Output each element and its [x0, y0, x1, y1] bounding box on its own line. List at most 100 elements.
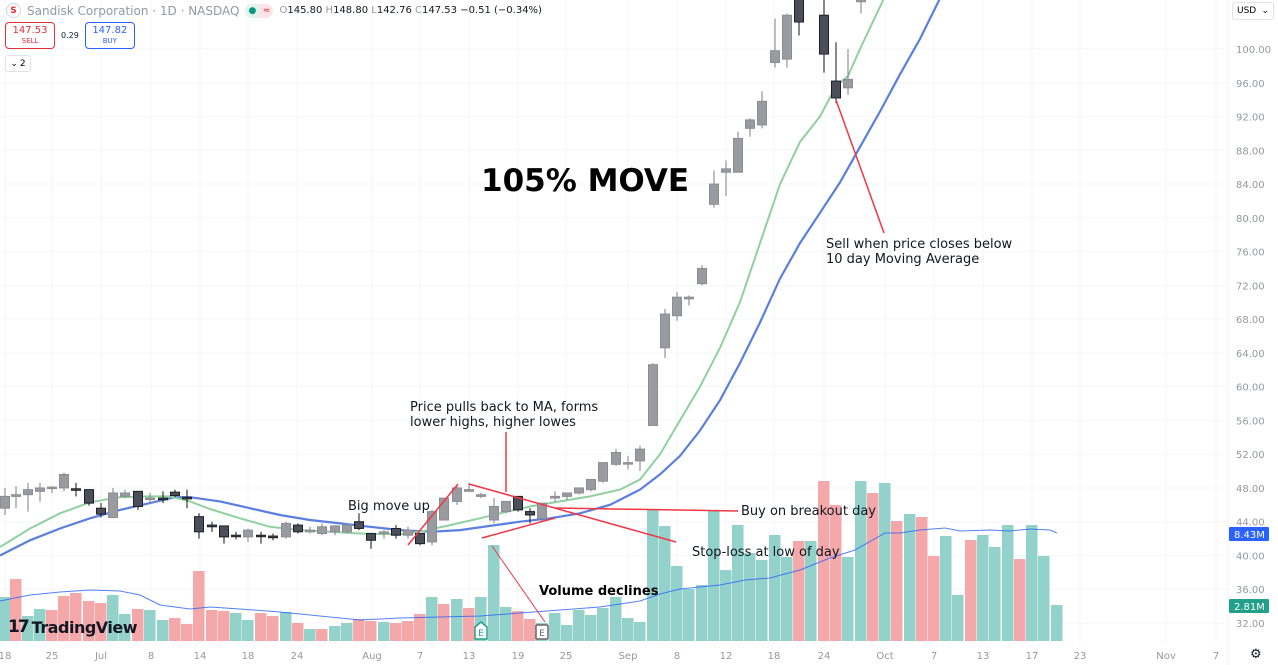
annotation-text[interactable]: Stop-loss at low of day: [692, 545, 840, 560]
annotation-text[interactable]: Volume declines: [539, 584, 659, 599]
market-open-icon: ●: [245, 3, 260, 18]
candle: [489, 498, 499, 524]
annotation-line[interactable]: [481, 517, 556, 539]
annotation-line[interactable]: [491, 545, 546, 623]
candle: [391, 525, 401, 539]
annotation-text[interactable]: Sell when price closes below: [826, 237, 1013, 252]
candle: [550, 491, 560, 502]
high-value: 148.80: [333, 5, 369, 16]
time-axis[interactable]: 18 25 Jul 8 14 18 24 Aug 7 13 19 25 Sep 8 12 18 24 Oct 7 13…: [0, 651, 1219, 662]
volume-bar: [805, 541, 817, 641]
volume-bar: [46, 610, 58, 641]
candle: [721, 160, 731, 196]
ohlc-values: O145.80 H148.80 L142.76 C147.53 −0.51 (−…: [279, 5, 542, 16]
annotation-text[interactable]: 105% MOVE: [481, 163, 689, 199]
volume-bar: [879, 483, 891, 641]
annotation-line[interactable]: [835, 99, 885, 234]
buy-button[interactable]: 147.82 BUY: [84, 22, 135, 49]
volume-bar: [95, 603, 107, 641]
currency-value: USD: [1237, 6, 1257, 16]
volume-bar: [107, 595, 119, 641]
open-value: 145.80: [287, 5, 323, 16]
volume-bar: [119, 614, 131, 641]
spread-value: 0.29: [61, 31, 79, 40]
candle: [145, 493, 155, 504]
candle: [96, 503, 106, 518]
volume-bar: [1051, 605, 1063, 641]
annotation-line[interactable]: [407, 483, 459, 546]
candle: [59, 472, 69, 492]
candle: [501, 500, 511, 514]
currency-select[interactable]: USD ⌄: [1232, 2, 1274, 20]
candle: [709, 170, 719, 208]
volume-bar: [781, 557, 793, 641]
price-tick-label: 100.00: [1236, 45, 1271, 56]
annotation-text[interactable]: Big move up: [348, 499, 430, 514]
volume-bar: [218, 611, 230, 641]
annotation-texts: 105% MOVE Price pulls back to MA, formslo…: [348, 163, 1013, 599]
tradingview-logo[interactable]: 17 TradingView: [8, 617, 138, 637]
buy-price: 147.82: [92, 24, 128, 36]
price-tick-label: 96.00: [1236, 79, 1265, 90]
chevron-down-icon: ⌄: [10, 58, 18, 69]
moving-average-lines: [0, 0, 941, 557]
market-status-pill[interactable]: ● ≈: [245, 3, 274, 18]
candle: [182, 489, 192, 509]
candle: [831, 42, 841, 104]
volume-bar: [193, 571, 205, 641]
candle: [745, 118, 755, 137]
candle: [293, 523, 303, 534]
annotation-line[interactable]: [554, 507, 739, 512]
symbol-title[interactable]: Sandisk Corporation · 1D · NASDAQ: [27, 3, 240, 18]
price-tick-label: 40.00: [1236, 551, 1265, 562]
time-tick-label: 7: [1213, 651, 1219, 662]
volume-bar: [696, 585, 708, 641]
candle: [133, 490, 143, 510]
volume-bar: [622, 618, 634, 641]
candle: [537, 502, 547, 522]
volume-bar: [390, 623, 402, 641]
earnings-marker-icon[interactable]: E: [474, 621, 488, 640]
candle: [856, 0, 866, 14]
time-tick-label: 24: [291, 651, 304, 662]
earnings-marker-icon[interactable]: E: [535, 624, 549, 640]
indicator-count: 2: [19, 58, 26, 69]
trade-panel: 147.53 SELL 0.29 147.82 BUY: [5, 22, 135, 49]
annotation-text[interactable]: 10 day Moving Average: [826, 252, 979, 267]
svg-text:2.81M: 2.81M: [1234, 602, 1265, 613]
volume-bar: [451, 599, 463, 641]
candle: [71, 482, 81, 497]
low-label: L: [371, 5, 377, 16]
tradingview-wordmark: TradingView: [31, 617, 138, 637]
volume-bar: [10, 579, 22, 641]
high-label: H: [325, 5, 334, 16]
price-tick-label: 80.00: [1236, 214, 1265, 225]
time-tick-label: 7: [931, 651, 937, 662]
volume-bar: [842, 557, 854, 641]
annotation-text[interactable]: Price pulls back to MA, forms: [410, 400, 598, 415]
candle: [598, 462, 608, 483]
annotation-line[interactable]: [468, 483, 677, 543]
settings-gear-icon[interactable]: ⚙: [1250, 647, 1262, 662]
candle: [733, 131, 743, 173]
volume-bar: [1026, 525, 1038, 641]
candle: [562, 492, 572, 500]
time-tick-label: 25: [46, 651, 59, 662]
annotation-text[interactable]: Buy on breakout day: [741, 504, 876, 519]
time-tick-label: 7: [417, 651, 423, 662]
volume-bar: [756, 560, 768, 641]
volume-bar: [500, 607, 512, 641]
indicators-toggle-button[interactable]: ⌄ 2: [5, 55, 31, 72]
annotation-text[interactable]: lower highs, higher lowes: [410, 415, 576, 430]
volume-bar: [304, 629, 316, 641]
volume-bar: [70, 593, 82, 641]
time-tick-label: 19: [512, 651, 525, 662]
volume-bar: [488, 545, 500, 641]
price-tick-label: 88.00: [1236, 146, 1265, 157]
sell-label: SELL: [21, 36, 39, 45]
candle: [672, 292, 682, 321]
price-axis[interactable]: 100.00 96.00 92.00 88.00 84.00 80.00 76.00 72.0…: [1227, 0, 1271, 665]
sell-button[interactable]: 147.53 SELL: [5, 22, 55, 49]
